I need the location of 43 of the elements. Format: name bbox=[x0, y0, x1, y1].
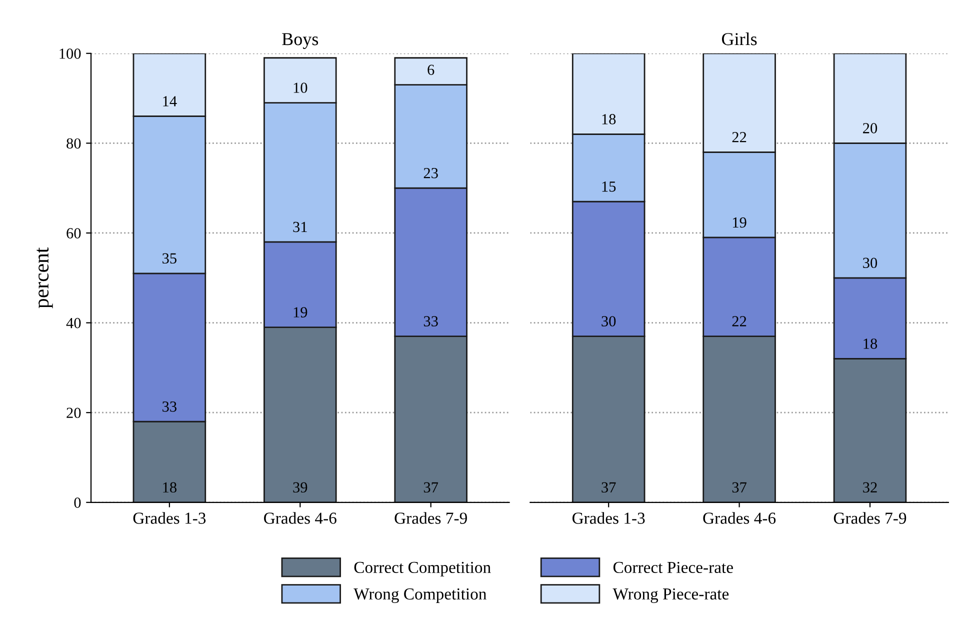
y-tick-label: 100 bbox=[60, 48, 81, 59]
x-tick-label: Grades 4-6 bbox=[703, 512, 776, 524]
legend-label: Wrong Piece-rate bbox=[612, 588, 729, 604]
legend-label: Correct Piece-rate bbox=[613, 562, 733, 574]
data-label: 18 bbox=[163, 482, 176, 493]
data-label: 37 bbox=[602, 482, 616, 493]
data-label: 19 bbox=[733, 217, 746, 228]
y-tick-label: 80 bbox=[66, 138, 81, 149]
data-label: 30 bbox=[863, 258, 878, 268]
x-tick-label: Grades 7-9 bbox=[834, 512, 906, 524]
y-tick-label: 0 bbox=[74, 498, 81, 508]
legend-label: Wrong Competition bbox=[354, 588, 486, 604]
data-label: 33 bbox=[162, 401, 176, 412]
data-label: 22 bbox=[732, 132, 746, 142]
data-label: 18 bbox=[864, 338, 878, 349]
x-tick-label: Grades 1-3 bbox=[572, 512, 645, 524]
data-label: 19 bbox=[294, 307, 308, 318]
data-label: 31 bbox=[293, 222, 307, 232]
data-label: 37 bbox=[732, 482, 746, 493]
y-tick-label: 40 bbox=[66, 318, 81, 328]
chart-title: Boys bbox=[282, 33, 318, 49]
x-tick-label: Grades 1-3 bbox=[133, 512, 206, 524]
data-label: 20 bbox=[863, 123, 878, 134]
data-label: 6 bbox=[428, 64, 434, 75]
chart-title: Girls bbox=[722, 32, 757, 46]
y-tick-label: 20 bbox=[66, 408, 81, 418]
y-axis-title: percent bbox=[36, 247, 53, 308]
y-tick-label: 60 bbox=[66, 228, 81, 238]
legend-label: Correct Competition bbox=[354, 562, 491, 576]
x-tick-label: Grades 4-6 bbox=[264, 512, 336, 524]
data-label: 39 bbox=[293, 482, 308, 493]
data-label: 10 bbox=[294, 82, 308, 93]
data-label: 30 bbox=[602, 316, 616, 326]
data-label: 35 bbox=[162, 253, 176, 264]
data-label: 22 bbox=[732, 316, 746, 326]
data-label: 37 bbox=[424, 482, 438, 493]
data-label: 15 bbox=[602, 181, 616, 192]
data-label: 33 bbox=[424, 316, 438, 326]
data-label: 23 bbox=[424, 168, 438, 178]
data-label: 18 bbox=[602, 114, 616, 124]
data-label: 32 bbox=[863, 482, 877, 493]
x-tick-label: Grades 7-9 bbox=[394, 512, 467, 524]
data-label: 14 bbox=[163, 96, 177, 106]
